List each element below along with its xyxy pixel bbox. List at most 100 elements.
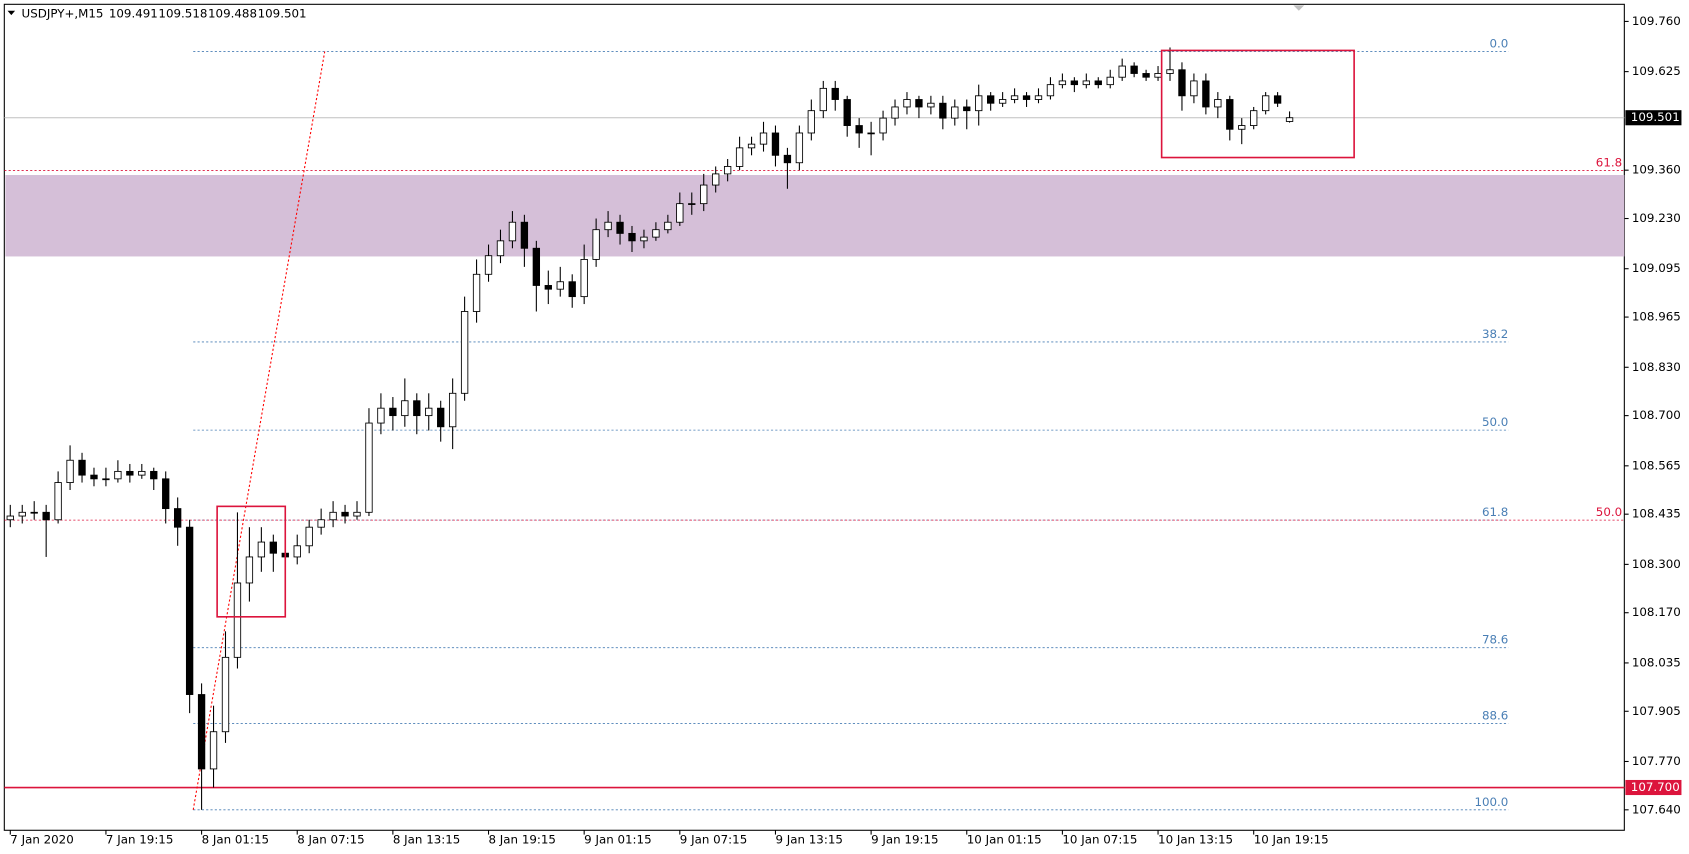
fib-label: 0.0 <box>1490 36 1509 50</box>
y-tick-label: 107.905 <box>1632 704 1681 718</box>
candle-body <box>520 221 529 249</box>
candle-body <box>939 102 947 119</box>
candle-body <box>353 511 361 517</box>
candle-body <box>1130 65 1138 74</box>
x-tick-label: 10 Jan 13:15 <box>1158 832 1233 846</box>
candle-body <box>425 407 433 417</box>
candle-body <box>855 125 863 134</box>
y-tick-label: 108.300 <box>1632 557 1681 571</box>
candle-body <box>1070 80 1079 86</box>
candle-body <box>998 99 1007 104</box>
y-tick-label: 109.760 <box>1632 14 1681 28</box>
candle-body <box>604 221 612 231</box>
candle-body <box>138 470 146 476</box>
candle-body <box>735 147 744 167</box>
candle-body <box>6 515 14 521</box>
x-tick-label: 7 Jan 19:15 <box>106 832 173 846</box>
candle-body <box>652 229 660 238</box>
fib2-label: 61.8 <box>1596 155 1622 169</box>
candle-body <box>221 656 230 733</box>
candle-body <box>233 582 242 658</box>
candle-body <box>174 508 182 528</box>
candle-body <box>903 99 911 108</box>
plot: 0.0 38.2 50.0 61.8 78.6 88.6 100.0 61.8 50.0 <box>4 36 1625 811</box>
candle-body <box>496 240 505 257</box>
y-tick-label: 107.640 <box>1632 802 1681 816</box>
highlight-box <box>216 505 287 618</box>
candle-body <box>18 511 26 517</box>
price-label: 109.501 <box>1631 110 1680 124</box>
y-tick-label: 108.830 <box>1632 360 1681 374</box>
y-tick-label: 109.625 <box>1632 64 1681 78</box>
x-tick-label: 9 Jan 01:15 <box>584 832 651 846</box>
trend-line <box>192 51 326 810</box>
candle-body <box>1190 80 1198 97</box>
candle-body <box>987 95 995 104</box>
x-tick-label: 10 Jan 01:15 <box>967 832 1042 846</box>
candle-body <box>1058 80 1067 86</box>
candle-body <box>616 221 624 234</box>
candle-body <box>245 556 254 584</box>
candle-body <box>819 87 827 112</box>
candle-body <box>460 311 469 394</box>
candle-body <box>723 166 732 175</box>
y-tick-label: 109.095 <box>1632 261 1681 275</box>
menu-arrow[interactable] <box>7 10 16 16</box>
candle-body <box>42 511 50 521</box>
candle-body <box>162 478 170 510</box>
candle-body <box>377 407 385 424</box>
candle-body <box>1022 95 1031 100</box>
candle-body <box>114 470 122 480</box>
candle-body <box>700 184 708 205</box>
candle-body <box>484 255 493 275</box>
x-tick-label: 7 Jan 2020 <box>10 832 73 846</box>
y-tick-label: 109.360 <box>1632 163 1681 177</box>
candle-body <box>1094 80 1102 86</box>
candle-body <box>963 106 971 112</box>
y-tick-label: 108.565 <box>1632 458 1681 472</box>
fib-label: 88.6 <box>1482 708 1508 722</box>
candle-body <box>1226 99 1234 130</box>
support-tag <box>1625 779 1682 796</box>
candle-body <box>580 258 588 298</box>
x-tick-label: 8 Jan 13:15 <box>393 832 460 846</box>
candle-body <box>341 511 349 517</box>
candle-body <box>556 281 564 290</box>
candle-body <box>1142 73 1150 78</box>
x-tick-label: 8 Jan 07:15 <box>297 832 364 846</box>
candle-body <box>78 459 86 476</box>
fib-label: 61.8 <box>1482 505 1508 519</box>
candle-body <box>975 95 983 112</box>
candle-body <box>1238 125 1246 130</box>
y-tick-label: 109.230 <box>1632 211 1681 225</box>
fib2-label: 50.0 <box>1596 505 1622 519</box>
candle-body <box>365 422 373 513</box>
x-tick-label: 10 Jan 07:15 <box>1062 832 1137 846</box>
candle-body <box>759 132 768 145</box>
candle-body <box>257 541 266 558</box>
candle-body <box>317 519 325 528</box>
candle-body <box>448 392 457 428</box>
header-ohlc: 109.501 <box>258 7 307 21</box>
y-tick-label: 108.700 <box>1632 408 1681 422</box>
x-tick-label: 10 Jan 19:15 <box>1254 832 1329 846</box>
candle-body <box>437 407 445 428</box>
y-tick-label: 107.770 <box>1632 754 1681 768</box>
candle-body <box>795 132 804 164</box>
highlight-box <box>1160 49 1355 159</box>
candle-body <box>1261 95 1270 112</box>
fib-label: 50.0 <box>1482 415 1508 429</box>
candle-body <box>1118 65 1126 78</box>
candle-body <box>305 526 313 547</box>
header-ohlc: 109.488 <box>208 7 257 21</box>
candle-body <box>544 285 552 290</box>
candle-body <box>843 99 851 126</box>
x-tick-label: 9 Jan 07:15 <box>680 832 747 846</box>
candle-body <box>329 511 337 521</box>
candle-body <box>1285 117 1294 122</box>
candle-body <box>783 154 792 164</box>
header-ohlc: 109.491 <box>109 7 158 21</box>
candle-body <box>915 99 923 108</box>
support-label: 107.700 <box>1631 780 1680 794</box>
